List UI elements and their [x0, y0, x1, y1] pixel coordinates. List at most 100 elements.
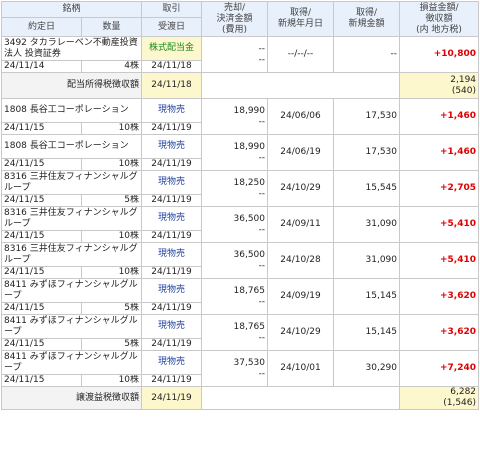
cost-value: -- [258, 260, 266, 271]
sale-value: 18,765 [233, 285, 266, 296]
pl-amount: +1,460 [399, 98, 480, 135]
stock-name[interactable]: 8316 三井住友フィナンシャルグループ [0, 206, 143, 231]
quantity: 10株 [80, 266, 143, 279]
delivery-date: 24/11/19 [141, 230, 203, 243]
trade-type[interactable]: 現物売 [141, 170, 203, 195]
table-row: 3492 タカラレーベン不動産投資法人 投資証券 株式配当金 -- -- --/… [0, 36, 480, 73]
sale-value: -- [258, 43, 266, 54]
quantity: 10株 [80, 122, 143, 135]
delivery-date: 24/11/19 [141, 266, 203, 279]
trade-type[interactable]: 現物売 [141, 314, 203, 339]
sale-amount: 18,765 -- [201, 278, 269, 315]
stock-name[interactable]: 8411 みずほフィナンシャルグループ [0, 278, 143, 303]
delivery-date: 24/11/19 [141, 122, 203, 135]
table-row: 8316 三井住友フィナンシャルグループ 現物売 36,500 -- 24/10… [0, 242, 480, 279]
header-qty: 数量 [80, 17, 143, 37]
delivery-date: 24/11/18 [141, 60, 203, 73]
stock-name[interactable]: 8316 三井住友フィナンシャルグループ [0, 170, 143, 195]
acq-amount: -- [333, 36, 401, 73]
stock-name[interactable]: 8411 みずほフィナンシャルグループ [0, 350, 143, 375]
sale-value: 18,250 [233, 177, 266, 188]
sale-amount: -- -- [201, 36, 269, 73]
acq-date: 24/10/29 [267, 170, 335, 207]
acq-date: 24/06/19 [267, 134, 335, 171]
acq-date: 24/09/11 [267, 206, 335, 243]
header-trade: 取引 [141, 1, 203, 18]
sale-amount: 37,530 -- [201, 350, 269, 387]
stock-name[interactable]: 8411 みずほフィナンシャルグループ [0, 314, 143, 339]
cost-value: -- [258, 368, 266, 379]
quantity: 10株 [80, 374, 143, 387]
header-acq-date-line1: 取得/ [289, 8, 312, 18]
trade-type: 株式配当金 [141, 36, 203, 61]
header-contract-date: 約定日 [1, 17, 82, 37]
header-sale-line1: 売却/ [223, 2, 246, 13]
acq-amount: 15,145 [333, 314, 401, 351]
header-pl: 損益金額/ 徴収額 (内 地方税) [399, 1, 480, 37]
pl-amount: +1,460 [399, 134, 480, 171]
sale-amount: 36,500 -- [201, 242, 269, 279]
transfer-tax-amount: 6,282 (1,546) [399, 386, 480, 410]
contract-date: 24/11/15 [1, 194, 82, 207]
stock-name[interactable]: 3492 タカラレーベン不動産投資法人 投資証券 [0, 36, 143, 61]
header-delivery-date: 受渡日 [141, 17, 203, 37]
sale-amount: 36,500 -- [201, 206, 269, 243]
quantity: 5株 [80, 302, 143, 315]
table-row: 8411 みずほフィナンシャルグループ 現物売 18,765 -- 24/10/… [0, 314, 480, 351]
pl-amount: +10,800 [399, 36, 480, 73]
contract-date: 24/11/14 [1, 60, 82, 73]
cost-value: -- [258, 224, 266, 235]
acq-amount: 31,090 [333, 242, 401, 279]
stock-name[interactable]: 1808 長谷工コーポレーション [0, 98, 143, 123]
sale-value: 18,765 [233, 321, 266, 332]
header-pl-line1: 損益金額/ [419, 2, 459, 13]
dividend-tax-date: 24/11/18 [141, 72, 203, 99]
trade-type[interactable]: 現物売 [141, 278, 203, 303]
transfer-tax-local: (1,546) [443, 398, 477, 408]
transaction-table: 銘柄 取引 売却/ 決済金額 (費用) 取得/ 新規年月日 取得/ 新規金額 損… [0, 1, 480, 410]
transfer-tax-label: 譲渡益税徴収額 [0, 386, 143, 410]
trade-type[interactable]: 現物売 [141, 350, 203, 375]
dividend-tax-amount: 2,194 (540) [399, 72, 480, 99]
header-pl-line3: (内 地方税) [416, 24, 462, 35]
acq-amount: 30,290 [333, 350, 401, 387]
trade-type[interactable]: 現物売 [141, 242, 203, 267]
trade-type[interactable]: 現物売 [141, 98, 203, 123]
table-row: 8316 三井住友フィナンシャルグループ 現物売 18,250 -- 24/10… [0, 170, 480, 207]
acq-amount: 31,090 [333, 206, 401, 243]
acq-date: 24/06/06 [267, 98, 335, 135]
pl-amount: +2,705 [399, 170, 480, 207]
acq-amount: 15,145 [333, 278, 401, 315]
quantity: 5株 [80, 194, 143, 207]
contract-date: 24/11/15 [1, 230, 82, 243]
acq-date: 24/09/19 [267, 278, 335, 315]
delivery-date: 24/11/19 [141, 374, 203, 387]
header-sale-line3: (費用) [222, 24, 248, 35]
delivery-date: 24/11/19 [141, 302, 203, 315]
pl-amount: +5,410 [399, 242, 480, 279]
cost-value: -- [258, 54, 266, 65]
transfer-tax-date: 24/11/19 [141, 386, 203, 410]
header-acq-amount-line1: 取得/ [355, 8, 378, 18]
table-row: 1808 長谷工コーポレーション 現物売 18,990 -- 24/06/19 … [0, 134, 480, 171]
trade-type[interactable]: 現物売 [141, 206, 203, 231]
trade-type[interactable]: 現物売 [141, 134, 203, 159]
header-pl-line2: 徴収額 [425, 13, 453, 24]
acq-amount: 15,545 [333, 170, 401, 207]
acq-amount: 17,530 [333, 98, 401, 135]
header-acq-amount: 取得/ 新規金額 [333, 1, 401, 37]
table-row: 8316 三井住友フィナンシャルグループ 現物売 36,500 -- 24/09… [0, 206, 480, 243]
sale-value: 36,500 [233, 249, 266, 260]
summary-row: 配当所得税徴収額 24/11/18 2,194 (540) [0, 72, 480, 99]
contract-date: 24/11/15 [1, 338, 82, 351]
header-sale-amount: 売却/ 決済金額 (費用) [201, 1, 269, 37]
sale-amount: 18,990 -- [201, 134, 269, 171]
stock-name[interactable]: 1808 長谷工コーポレーション [0, 134, 143, 159]
stock-name[interactable]: 8316 三井住友フィナンシャルグループ [0, 242, 143, 267]
summary-spacer [201, 72, 401, 99]
header-acq-date: 取得/ 新規年月日 [267, 1, 335, 37]
sale-value: 37,530 [233, 357, 266, 368]
cost-value: -- [258, 116, 266, 127]
pl-amount: +5,410 [399, 206, 480, 243]
summary-row: 譲渡益税徴収額 24/11/19 6,282 (1,546) [0, 386, 480, 410]
